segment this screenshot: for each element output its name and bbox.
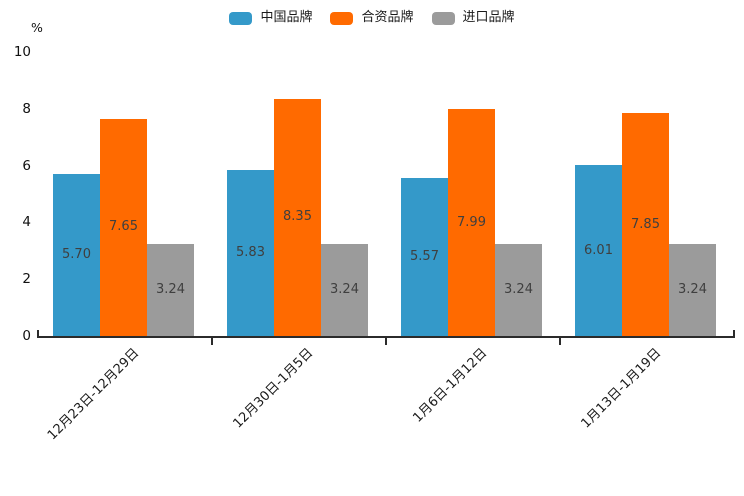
legend-item-label: 进口品牌 — [462, 10, 515, 25]
bar-value-label: 3.24 — [156, 281, 185, 297]
y-axis-tick-label: 10 — [13, 44, 31, 60]
bar-进口品牌-12月30日-1月5日[interactable] — [321, 243, 368, 337]
y-axis-unit-label: % — [31, 20, 43, 35]
legend-item-label: 中国品牌 — [260, 10, 313, 25]
bar-value-label: 3.24 — [678, 281, 707, 297]
bar-合资品牌-1月6日-1月12日[interactable] — [448, 109, 495, 337]
bar-value-label: 8.35 — [283, 209, 312, 225]
bar-value-label: 7.85 — [631, 216, 660, 232]
y-axis-tick-label: 2 — [22, 271, 31, 288]
bar-value-label: 3.24 — [330, 281, 359, 297]
y-axis-tick-label: 4 — [22, 214, 31, 231]
legend-item-series-2[interactable]: 进口品牌 — [431, 10, 515, 26]
chart-legend: 中国品牌 合资品牌 进口品牌 — [0, 10, 744, 26]
x-axis-tick — [211, 338, 213, 345]
bar-value-label: 7.99 — [457, 214, 486, 230]
legend-swatch-icon — [431, 11, 455, 25]
x-axis-tick — [385, 338, 387, 345]
bar-合资品牌-1月13日-1月19日[interactable] — [622, 113, 669, 337]
bar-中国品牌-1月13日-1月19日[interactable] — [575, 165, 622, 337]
bar-value-label: 3.24 — [504, 281, 533, 297]
y-axis-tick-label: 6 — [22, 157, 31, 174]
bar-value-label: 7.65 — [109, 219, 138, 235]
bar-合资品牌-12月30日-1月5日[interactable] — [274, 98, 321, 337]
y-axis-tick-label: 8 — [22, 100, 31, 117]
x-axis-category-label: 1月6日-1月12日 — [410, 345, 491, 426]
bar-进口品牌-12月23日-12月29日[interactable] — [147, 243, 194, 337]
x-axis-tick — [37, 330, 39, 338]
bar-value-label: 5.57 — [410, 248, 439, 264]
bar-value-label: 5.83 — [236, 245, 265, 261]
y-axis-tick-label: 0 — [22, 328, 31, 344]
bar-中国品牌-12月30日-1月5日[interactable] — [227, 170, 274, 337]
x-axis-tick — [733, 330, 735, 338]
legend-swatch-icon — [229, 11, 253, 25]
x-axis-tick — [559, 338, 561, 345]
bar-进口品牌-1月13日-1月19日[interactable] — [669, 243, 716, 337]
bar-中国品牌-12月23日-12月29日[interactable] — [53, 174, 100, 337]
legend-item-label: 合资品牌 — [361, 10, 414, 25]
x-axis-category-label: 1月13日-1月19日 — [578, 345, 665, 432]
x-axis-category-label: 12月23日-12月29日 — [44, 345, 143, 444]
x-axis-line — [37, 336, 735, 338]
bar-进口品牌-1月6日-1月12日[interactable] — [495, 243, 542, 337]
bar-中国品牌-1月6日-1月12日[interactable] — [401, 177, 448, 337]
bar-value-label: 5.70 — [62, 247, 91, 263]
x-axis-category-label: 12月30日-1月5日 — [230, 345, 317, 432]
legend-item-series-0[interactable]: 中国品牌 — [229, 10, 312, 26]
bar-合资品牌-12月23日-12月29日[interactable] — [100, 118, 147, 337]
bar-value-label: 6.01 — [584, 242, 613, 258]
legend-item-series-1[interactable]: 合资品牌 — [330, 10, 414, 26]
legend-swatch-icon — [330, 11, 354, 25]
